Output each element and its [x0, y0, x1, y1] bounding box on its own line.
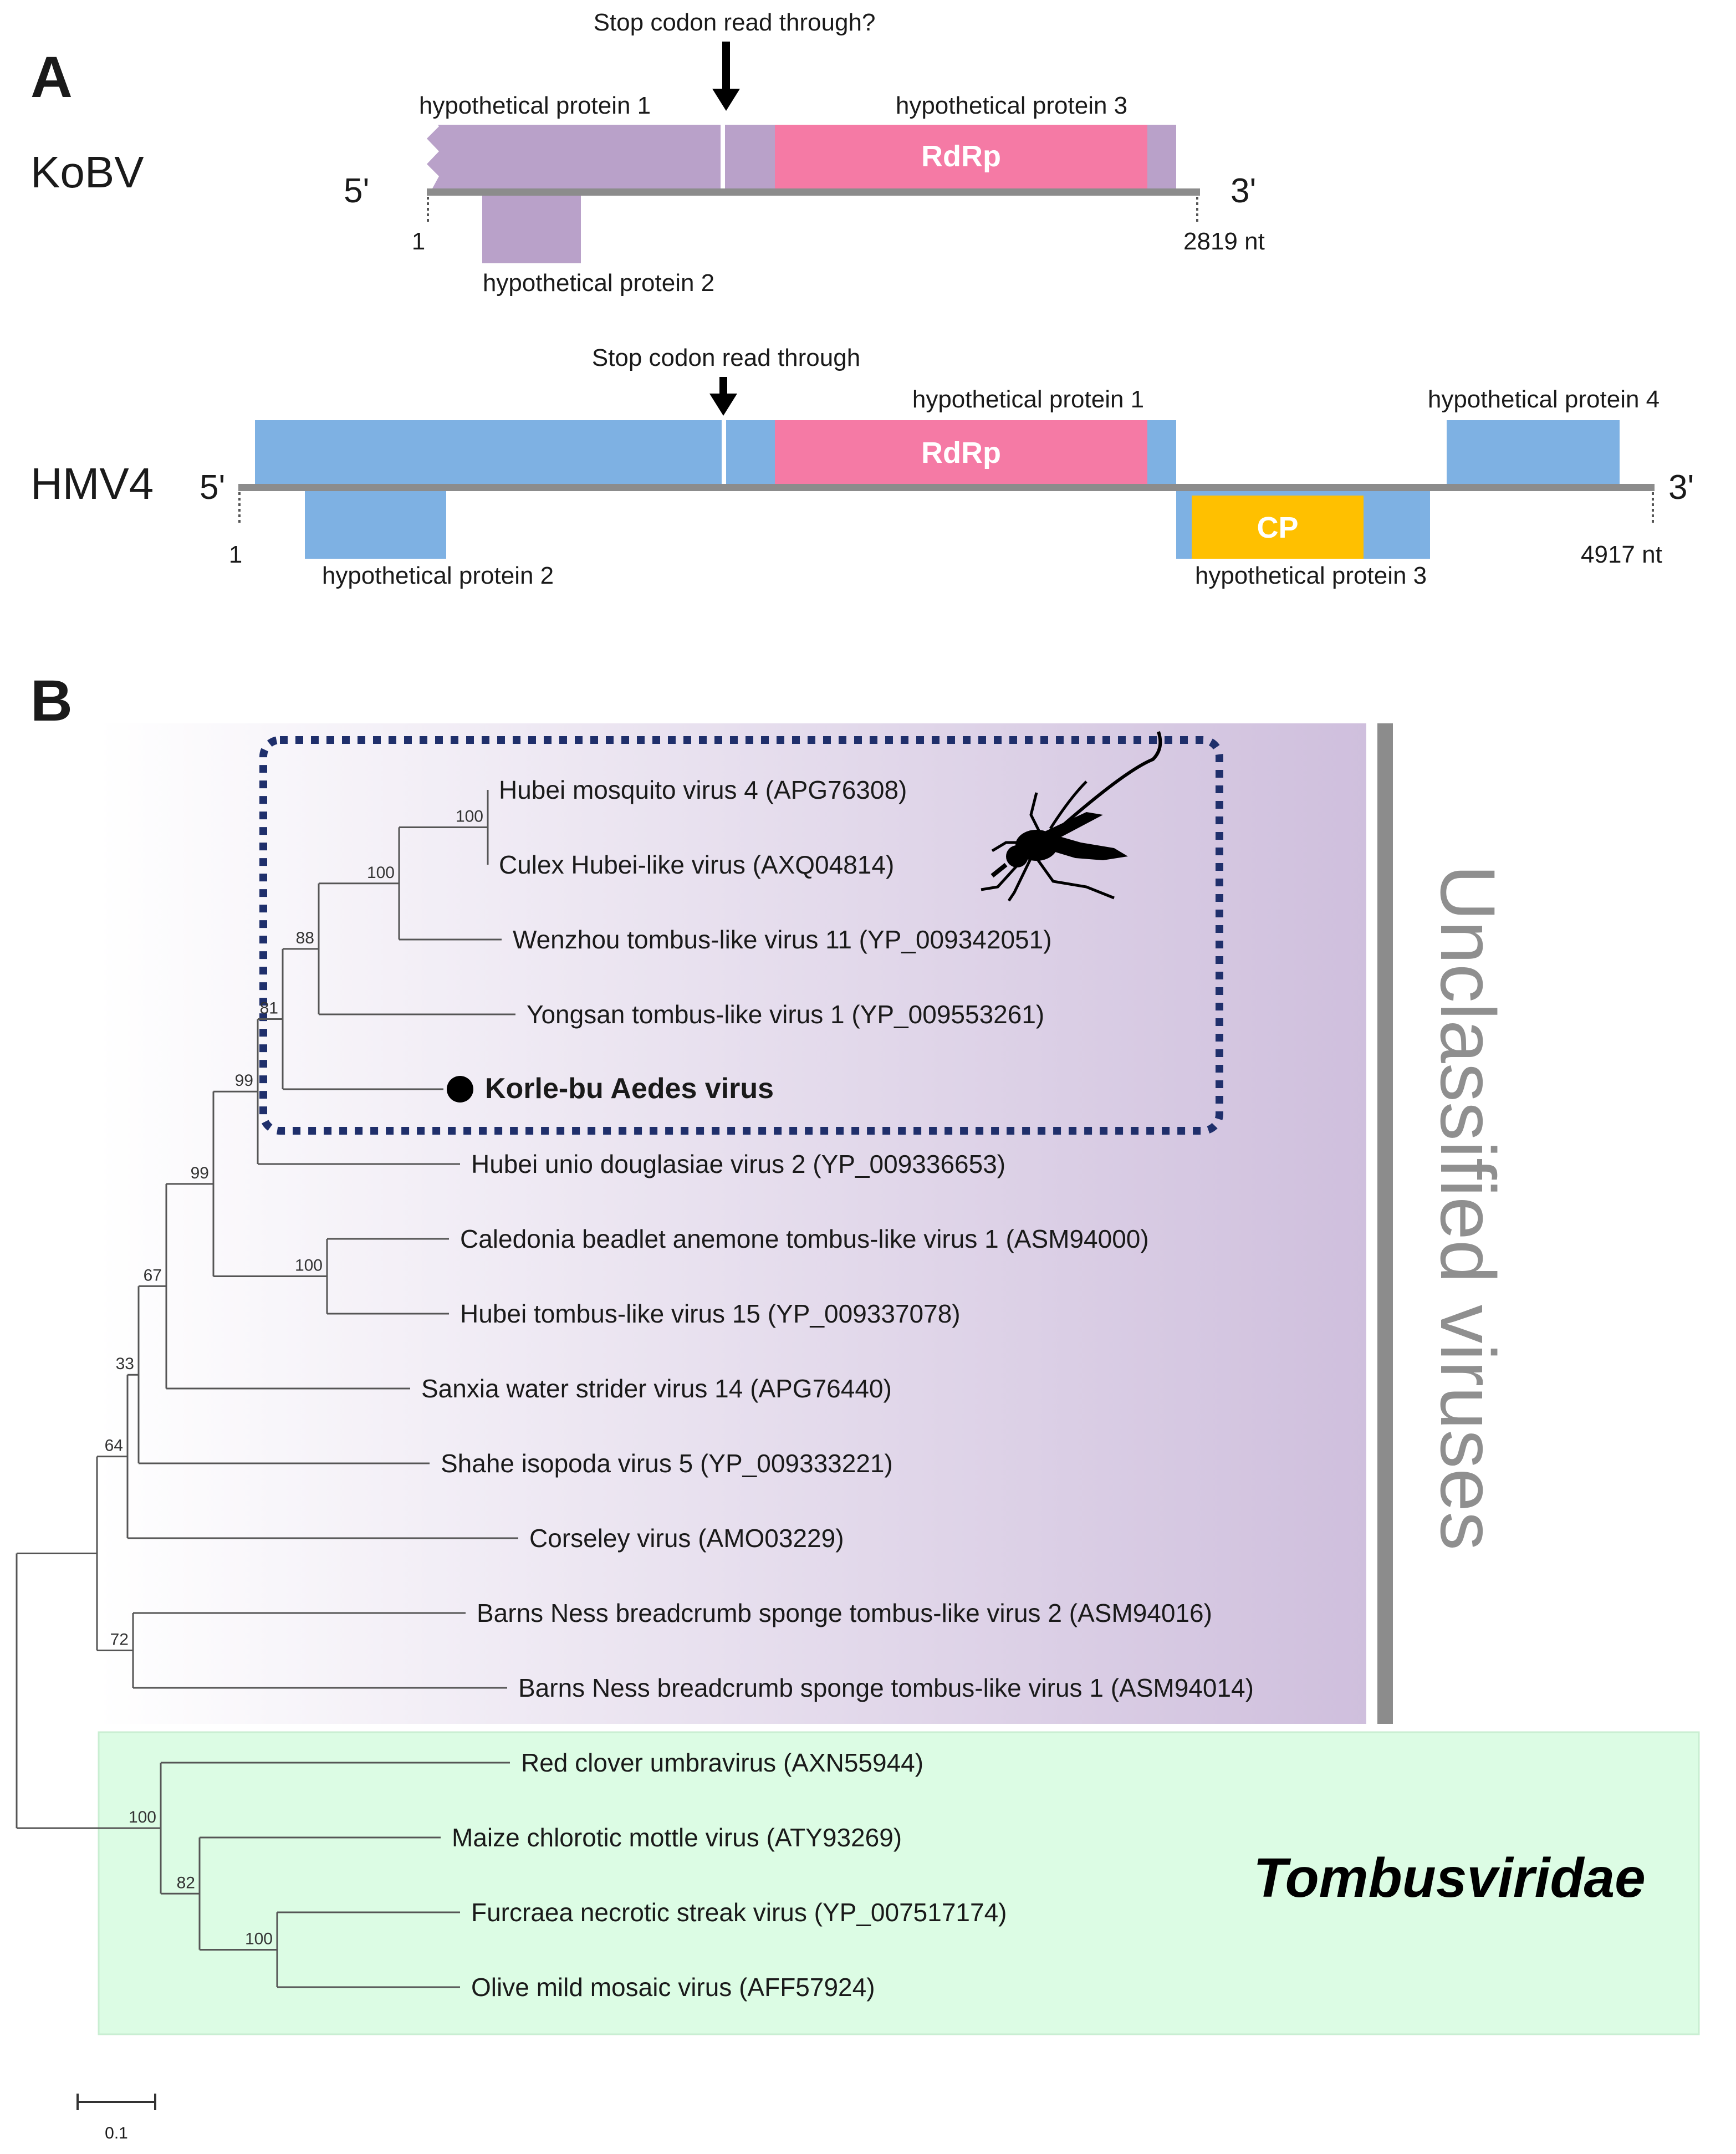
- taxon-label: Culex Hubei-like virus (AXQ04814): [499, 850, 894, 879]
- hmv4-hp3-label: hypothetical protein 3: [1195, 562, 1427, 589]
- kobv-hp2-box: [482, 196, 581, 263]
- hmv4-cp-box: [1192, 496, 1364, 559]
- hmv4-readthrough-box: [726, 420, 775, 484]
- panel-b-label: B: [30, 668, 73, 733]
- unclassified-background: [97, 723, 1366, 1724]
- kobv-readthrough-box: [725, 125, 775, 188]
- taxon-label: Hubei mosquito virus 4 (APG76308): [499, 775, 907, 804]
- bootstrap-value: 67: [144, 1266, 162, 1284]
- hmv4-hp1-box: [255, 420, 722, 484]
- hmv4-genome-map: HMV4 Stop codon read through hypothetica…: [30, 344, 1694, 589]
- kobv-readthrough-arrow: [712, 42, 740, 111]
- kobv-annotation: Stop codon read through?: [594, 9, 876, 36]
- tombusviridae-group-label: Tombusviridae: [1253, 1847, 1646, 1909]
- kobv-genome-line: [427, 188, 1200, 196]
- hmv4-hp1-tail: [1147, 420, 1176, 484]
- kobv-rdrp-label: RdRp: [921, 140, 1001, 173]
- taxon-label: Yongsan tombus-like virus 1 (YP_00955326…: [527, 1000, 1044, 1029]
- unclassified-group-label: Unclassified viruses: [1424, 865, 1512, 1550]
- taxon-label: Hubei tombus-like virus 15 (YP_009337078…: [460, 1299, 961, 1328]
- taxon-label: Barns Ness breadcrumb sponge tombus-like…: [477, 1599, 1212, 1627]
- hmv4-rdrp-box: [775, 420, 1147, 484]
- taxon-label: Wenzhou tombus-like virus 11 (YP_0093420…: [513, 925, 1052, 954]
- bootstrap-value: 100: [456, 808, 483, 826]
- taxon-label: Maize chlorotic mottle virus (ATY93269): [452, 1823, 902, 1852]
- scale-bar-label: 0.1: [105, 2124, 128, 2142]
- bootstrap-value: 100: [129, 1808, 156, 1826]
- hmv4-hp4-box: [1447, 420, 1620, 484]
- bootstrap-value: 81: [260, 999, 278, 1017]
- tree-labels: 100 100 88 81 99 100 99 67 33 64 72 100 82 100 Hubei m…: [105, 775, 1254, 2002]
- hmv4-genome-line: [238, 484, 1655, 491]
- hmv4-hp2-label: hypothetical protein 2: [322, 562, 554, 589]
- hmv4-rdrp-label: RdRp: [921, 436, 1001, 469]
- tombusviridae-background: [98, 1731, 1700, 2035]
- bootstrap-value: 99: [191, 1164, 209, 1182]
- taxon-label: Sanxia water strider virus 14 (APG76440): [421, 1374, 892, 1403]
- kobv-name: KoBV: [30, 147, 144, 197]
- hmv4-five-prime: 5': [200, 468, 225, 507]
- mosquito-icon: [981, 731, 1162, 902]
- kobv-start: 1: [412, 228, 425, 255]
- hmv4-name: HMV4: [30, 459, 154, 508]
- hmv4-hp2-box: [305, 491, 446, 559]
- highlight-dot: [447, 1076, 473, 1102]
- hmv4-annotation: Stop codon read through: [592, 344, 860, 371]
- hmv4-cp-label: CP: [1257, 511, 1298, 544]
- hmv4-hp1-label: hypothetical protein 1: [912, 386, 1144, 413]
- hmv4-end: 4917 nt: [1581, 541, 1662, 568]
- bootstrap-value: 82: [177, 1874, 195, 1892]
- taxon-label: Red clover umbravirus (AXN55944): [521, 1748, 923, 1777]
- bootstrap-value: 72: [110, 1631, 129, 1649]
- bootstrap-value: 100: [245, 1930, 273, 1948]
- hmv4-three-prime: 3': [1668, 468, 1694, 507]
- taxon-label: Olive mild mosaic virus (AFF57924): [471, 1973, 875, 2002]
- tree-branches: [16, 790, 518, 1988]
- kobv-hp1-label: hypothetical protein 1: [419, 92, 651, 119]
- kobv-hp3-tail: [1147, 125, 1176, 188]
- taxon-label: Korle-bu Aedes virus: [485, 1073, 774, 1105]
- hmv4-start: 1: [229, 541, 242, 568]
- unclassified-group-bar: [1377, 723, 1393, 1724]
- kobv-hp1-box: [427, 125, 721, 188]
- bootstrap-value: 100: [367, 864, 395, 882]
- bootstrap-value: 88: [296, 929, 314, 947]
- bootstrap-value: 99: [235, 1071, 253, 1090]
- bootstrap-value: 33: [116, 1355, 134, 1373]
- kobv-end: 2819 nt: [1183, 228, 1265, 255]
- kobv-hp3-label: hypothetical protein 3: [896, 92, 1127, 119]
- panel-a-label: A: [30, 45, 73, 110]
- taxon-label: Corseley virus (AMO03229): [529, 1524, 844, 1553]
- kobv-three-prime: 3': [1230, 172, 1256, 210]
- hmv4-hp4-label: hypothetical protein 4: [1428, 386, 1660, 413]
- kobv-hp2-label: hypothetical protein 2: [483, 269, 714, 297]
- taxon-label: Caledonia beadlet anemone tombus-like vi…: [460, 1224, 1149, 1253]
- taxon-label: Furcraea necrotic streak virus (YP_00751…: [471, 1898, 1007, 1927]
- bootstrap-value: 64: [105, 1437, 123, 1455]
- taxon-label: Barns Ness breadcrumb sponge tombus-like…: [518, 1673, 1254, 1702]
- kobv-five-prime: 5': [344, 172, 369, 210]
- kobv-rdrp-box: [775, 125, 1147, 188]
- hmv4-readthrough-arrow: [709, 377, 737, 416]
- bootstrap-value: 100: [295, 1257, 323, 1275]
- taxon-label: Shahe isopoda virus 5 (YP_009333221): [441, 1449, 893, 1478]
- kobv-genome-map: KoBV Stop codon read through? hypothetic…: [30, 9, 1265, 297]
- scale-bar: 0.1: [76, 2094, 156, 2142]
- taxon-label: Hubei unio douglasiae virus 2 (YP_009336…: [471, 1150, 1005, 1178]
